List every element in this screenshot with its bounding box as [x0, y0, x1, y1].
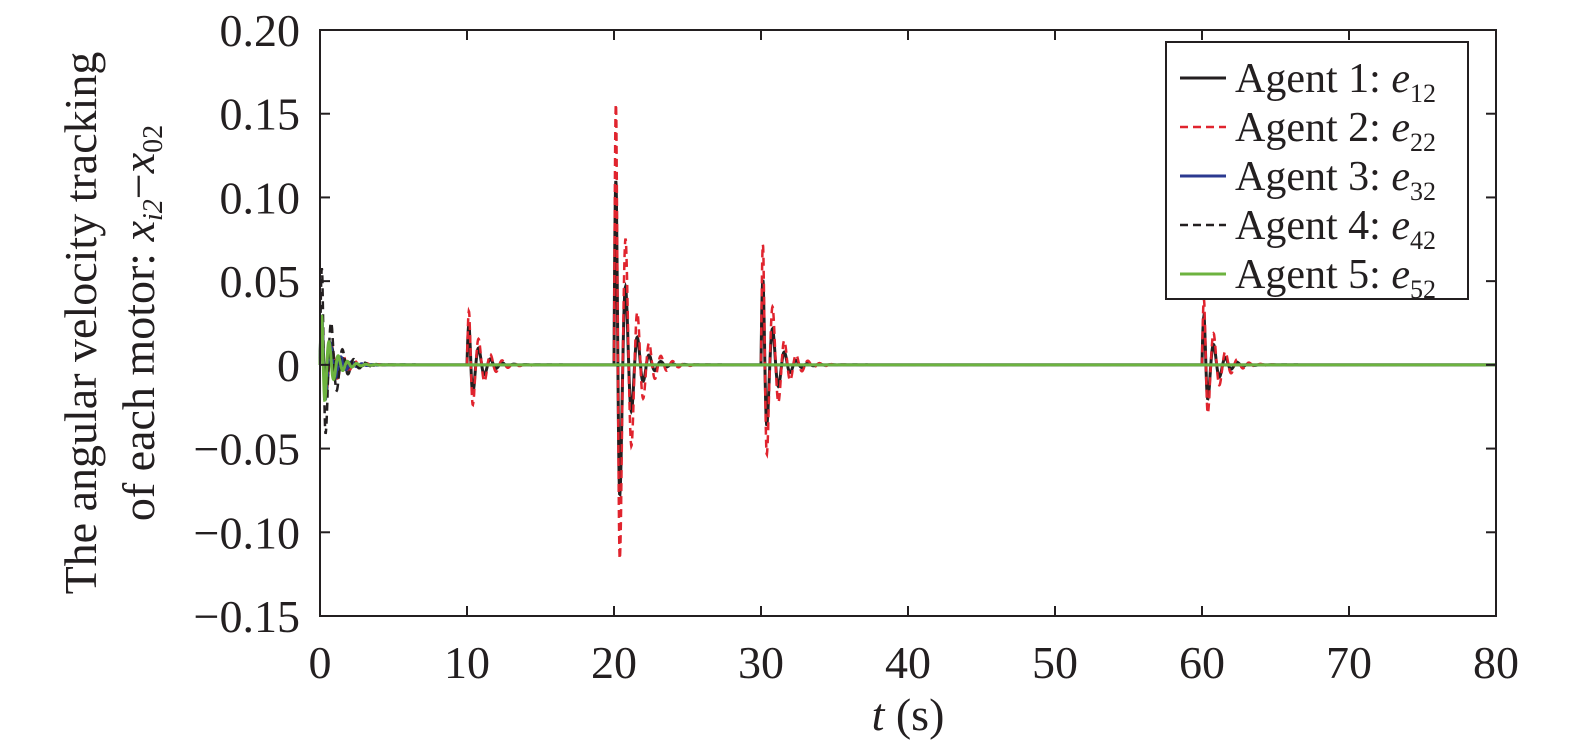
y-tick-label-0: −0.15	[194, 591, 300, 642]
y-tick-label-6: 0.15	[220, 89, 301, 140]
series-line-5	[318, 314, 1496, 403]
x-tick-label-0: 0	[309, 637, 332, 688]
legend-label-5: Agent 5: e52	[1235, 252, 1436, 304]
x-tick-label-1: 10	[444, 637, 490, 688]
legend-label-1: Agent 1: e12	[1235, 56, 1436, 108]
series-line-3	[318, 314, 1496, 401]
legend-label-4: Agent 4: e42	[1235, 203, 1436, 255]
y-tick-label-3: 0	[277, 340, 300, 391]
ticks-layer: 0 10 20 30 40 50 60 70 80 −0.15 −0.10 −0.05 0 0.05 0.1…	[194, 5, 1519, 688]
x-tick-label-2: 20	[591, 637, 637, 688]
y-axis-label-line2: of each motor: xi2−x02	[113, 125, 169, 521]
y-axis-label: The angular velocity tracking of each mo…	[55, 52, 169, 595]
legend-label-3: Agent 3: e32	[1235, 154, 1436, 206]
y-tick-label-2: −0.05	[194, 424, 300, 475]
series-layer	[318, 103, 1496, 560]
y-tick-label-7: 0.20	[220, 5, 301, 56]
x-tick-label-4: 40	[885, 637, 931, 688]
legend-label-2: Agent 2: e22	[1235, 105, 1436, 157]
x-tick-label-7: 70	[1326, 637, 1372, 688]
x-tick-label-5: 50	[1032, 637, 1078, 688]
y-tick-label-4: 0.05	[220, 256, 301, 307]
x-tick-label-6: 60	[1179, 637, 1225, 688]
y-tick-label-5: 0.10	[220, 172, 301, 223]
y-tick-label-1: −0.10	[194, 507, 300, 558]
y-axis-label-line1: The angular velocity tracking	[55, 52, 106, 595]
x-tick-label-8: 80	[1473, 637, 1519, 688]
x-axis-label: t (s)	[872, 689, 945, 740]
legend-box	[1165, 41, 1469, 300]
x-tick-label-3: 30	[738, 637, 784, 688]
